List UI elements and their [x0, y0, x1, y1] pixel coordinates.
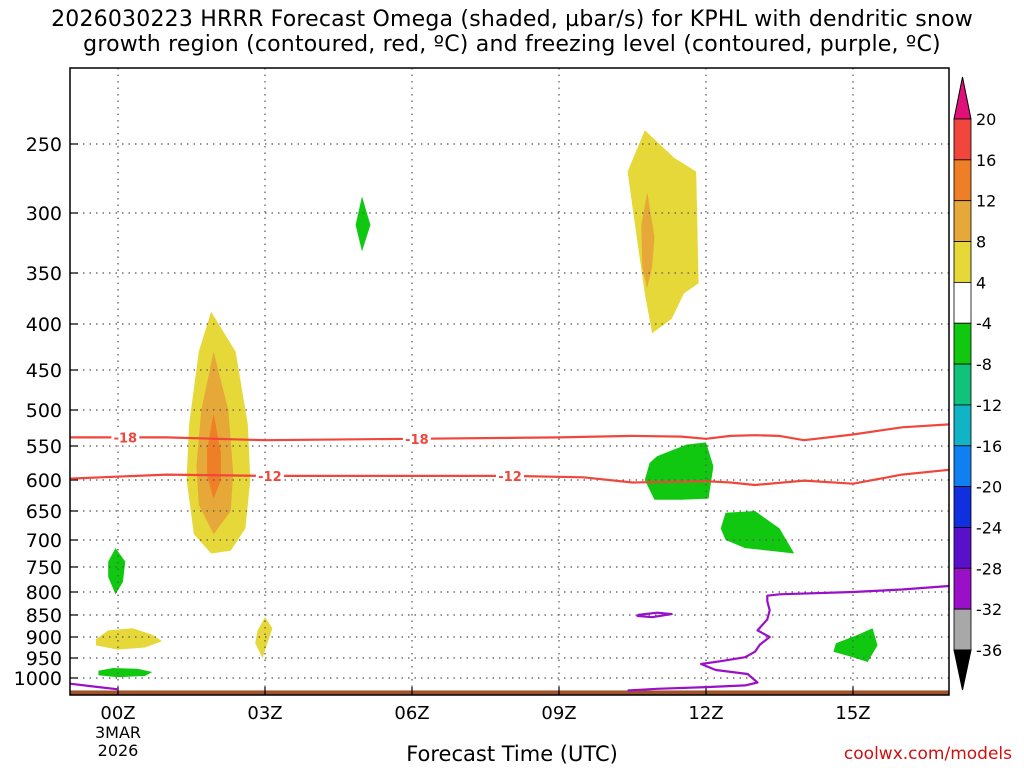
dgz-contour-minus12	[69, 468, 950, 487]
y-tick-label-550: 550	[26, 436, 62, 458]
colorbar-label-16: 16	[976, 151, 996, 170]
colorbar-label--12: -12	[976, 396, 1002, 415]
x-tick-label-12Z: 12Z	[688, 703, 723, 724]
omega-colorbar: 20 16 12 8 4 -4 -8 -12 -16 -20 -24 -28 -32 -36	[953, 76, 1002, 691]
colorbar-bin--16to-12	[953, 404, 972, 447]
colorbar-bin-4to8	[953, 241, 972, 283]
colorbar-top-arrow	[953, 76, 972, 120]
colorbar-label--24: -24	[976, 518, 1002, 537]
dgz-contour-minus12-label-0: -12	[258, 470, 282, 485]
omega-positive-sfc-t3	[255, 617, 273, 658]
y-tick-label-600: 600	[26, 470, 62, 492]
y-tick-label-250: 250	[26, 134, 62, 156]
colorbar-bottom-arrow	[953, 649, 972, 691]
omega-negative-t11-600	[644, 442, 714, 500]
colorbar-bin--20to-16	[953, 445, 972, 488]
omega-positive-high-t11	[627, 130, 699, 334]
y-tick-label-750: 750	[26, 557, 62, 579]
freezing-level-loop-t11	[636, 611, 673, 619]
y-tick-label-350: 350	[26, 263, 62, 285]
colorbar-label--4: -4	[976, 314, 992, 333]
omega-positive-low-t2-max	[207, 413, 221, 499]
x-axis-label: Forecast Time (UTC)	[406, 742, 618, 766]
x-tick-label-00Z: 00Z	[100, 703, 135, 724]
colorbar-label--32: -32	[976, 600, 1002, 619]
colorbar-bin-12to16	[953, 159, 972, 202]
dgz-contour-minus12-label-1: -12	[498, 470, 522, 485]
x-tick-label-09Z: 09Z	[541, 703, 576, 724]
dgz-contour-minus18	[70, 423, 950, 442]
y-tick-label-1000: 1000	[14, 668, 62, 690]
dgz-contour-minus18-label-bg-1	[402, 430, 431, 447]
colorbar-bin--28to-24	[953, 527, 972, 569]
y-tick-label-800: 800	[26, 582, 62, 604]
y-tick-label-500: 500	[26, 400, 62, 422]
colorbar-bin--36to-32	[953, 608, 972, 651]
chart-title-line-1: 2026030223 HRRR Forecast Omega (shaded, …	[51, 7, 973, 32]
omega-negative-t5	[355, 196, 371, 252]
dgz-contour-minus18-label-0: -18	[114, 431, 138, 446]
plot-frame	[69, 67, 950, 696]
ground-fill	[70, 690, 949, 695]
omega-positive-sfc-t0	[96, 628, 163, 650]
colorbar-bin--8to-4	[953, 322, 972, 365]
dgz-contour-minus18-label-bg-0	[111, 429, 140, 446]
colorbar-label-8: 8	[976, 233, 986, 252]
freezing-level-0c	[627, 584, 950, 692]
omega-negative-t0-sfc	[98, 668, 153, 678]
credit-link[interactable]: coolwx.com/models	[843, 744, 1012, 764]
colorbar-label-12: 12	[976, 192, 996, 211]
colorbar-bin-16to20	[953, 118, 972, 161]
colorbar-bin-8to12	[953, 200, 972, 242]
colorbar-label--16: -16	[976, 437, 1002, 456]
y-tick-label-900: 900	[26, 627, 62, 649]
colorbar-bin--24to-20	[953, 486, 972, 528]
y-axis-tick-labels: 2503003504004505005506006507007508008509…	[14, 134, 62, 690]
omega-positive-high-t11-core	[641, 192, 655, 289]
omega-negative-t13-700	[720, 511, 795, 554]
x-tick-label-06Z: 06Z	[394, 703, 429, 724]
colorbar-label-20: 20	[976, 110, 996, 129]
x-tick-label-03Z: 03Z	[247, 703, 282, 724]
y-tick-label-700: 700	[26, 530, 62, 552]
colorbar-label--8: -8	[976, 355, 992, 374]
omega-shaded-regions	[96, 130, 878, 678]
colorbar-label--28: -28	[976, 559, 1002, 578]
dgz-contour-minus12-label-bg-0	[255, 467, 284, 484]
ground-layer	[70, 690, 949, 695]
colorbar-label-4: 4	[976, 273, 986, 292]
y-tick-label-400: 400	[26, 314, 62, 336]
colorbar-bin--32to-28	[953, 567, 972, 610]
colorbar-label--20: -20	[976, 478, 1002, 497]
x-tick-label-15Z: 15Z	[835, 703, 870, 724]
y-tick-label-850: 850	[26, 605, 62, 627]
colorbar-label--36: -36	[976, 641, 1002, 660]
y-tick-label-950: 950	[26, 648, 62, 670]
y-tick-label-650: 650	[26, 501, 62, 523]
grid-lines	[70, 68, 949, 695]
colorbar-bin--4to4	[953, 281, 972, 324]
y-tick-label-300: 300	[26, 203, 62, 225]
colorbar-bin--12to-8	[953, 363, 972, 406]
y-tick-label-450: 450	[26, 360, 62, 382]
dgz-contour-minus18-label-1: -18	[405, 433, 429, 448]
dgz-contour-minus12-label-bg-1	[496, 467, 524, 484]
x-tick-sublabel-3MAR: 3MAR	[95, 723, 141, 742]
omega-negative-t0-mid	[108, 548, 126, 595]
x-tick-sublabel-2026: 2026	[98, 741, 139, 760]
contour-lines: -18 -18 -12 -12	[69, 423, 950, 692]
chart-title-line-2: growth region (contoured, red, ºC) and f…	[83, 32, 941, 57]
freezing-level-sfc-t0	[69, 682, 119, 691]
omega-negative-t15-930	[833, 628, 878, 662]
